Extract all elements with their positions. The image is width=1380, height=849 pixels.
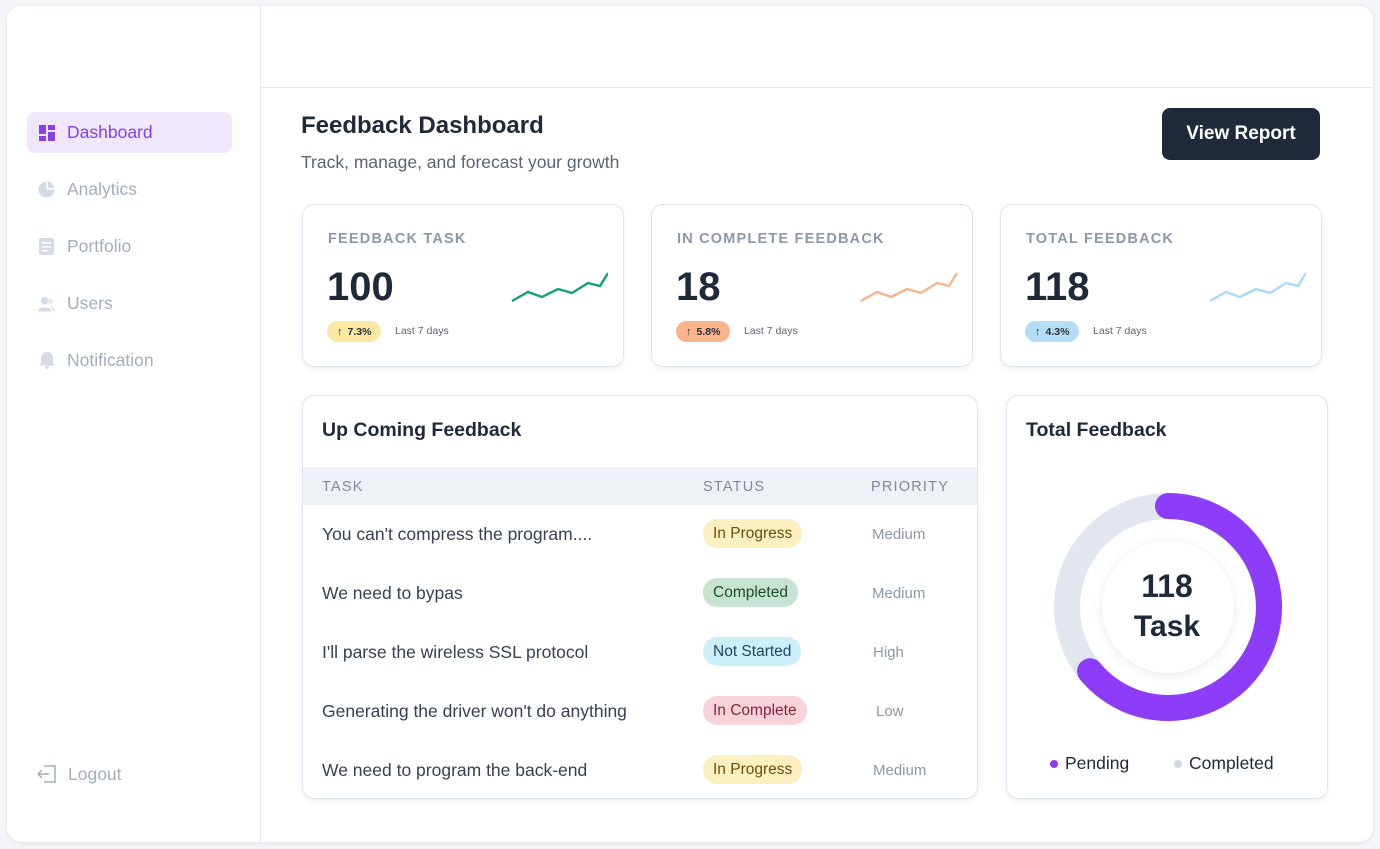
donut-chart [1054,493,1282,721]
legend-label: Pending [1065,753,1130,773]
sidebar-item-label: Analytics [67,179,138,199]
bell-icon [38,352,55,369]
task-cell: We need to bypas [322,583,463,603]
sparkline-chart [1209,272,1306,303]
sidebar-item-label: Portfolio [67,236,132,256]
sidebar-item-label: Dashboard [67,122,153,142]
page-subtitle: Track, manage, and forecast your growth [301,152,620,172]
period-label: Last 7 days [744,325,798,337]
sidebar-item-label: Notification [67,350,154,370]
status-badge: Not Started [703,637,802,666]
column-header-priority: PRIORITY [871,479,950,495]
table-row[interactable]: We need to bypas Completed Medium [303,564,977,623]
priority-cell: Medium [873,762,927,779]
card-title: Up Coming Feedback [322,419,522,441]
view-report-button[interactable]: View Report [1162,108,1320,160]
sidebar-item-dashboard[interactable]: Dashboard [27,112,232,153]
stat-label: TOTAL FEEDBACK [1026,231,1175,247]
total-feedback-card: Total Feedback 118 Task Pending Complete… [1006,395,1328,799]
top-bar [261,6,1373,88]
sparkline-chart [860,272,957,303]
stat-label: IN COMPLETE FEEDBACK [677,231,885,247]
document-icon [38,238,55,255]
change-badge: ↑ 4.3% [1025,321,1080,342]
card-title: Total Feedback [1026,419,1167,441]
table-header: TASK STATUS PRIORITY [303,467,977,505]
task-cell: I'll parse the wireless SSL protocol [322,642,589,662]
stat-label: FEEDBACK TASK [328,231,467,247]
donut-center [1102,541,1234,673]
sidebar: Dashboard Analytics Portfolio Users [7,6,261,842]
arrow-up-icon: ↑ [686,325,692,338]
dashboard-icon [38,124,55,141]
column-header-task: TASK [322,479,364,495]
change-value: 5.8% [696,325,721,338]
stat-value: 18 [676,265,721,309]
task-cell: Generating the driver won't do anything [322,701,627,721]
stat-card-total-feedback: TOTAL FEEDBACK 118 ↑ 4.3% Last 7 days [1000,204,1322,367]
donut-center-value: 118 [1141,568,1193,604]
change-value: 7.3% [347,325,372,338]
app-window: Dashboard Analytics Portfolio Users [7,6,1373,842]
sidebar-item-users[interactable]: Users [27,283,232,324]
logout-icon [37,764,57,785]
task-cell: We need to program the back-end [322,760,588,780]
users-icon [38,295,55,312]
donut-pending-arc [1054,493,1282,721]
logout-label: Logout [68,764,122,784]
stat-card-incomplete-feedback: IN COMPLETE FEEDBACK 18 ↑ 5.8% Last 7 da… [651,204,973,367]
status-badge: Completed [703,578,798,607]
page-title: Feedback Dashboard [301,112,544,139]
stat-value: 118 [1025,265,1090,309]
change-badge: ↑ 5.8% [676,321,731,342]
table-row[interactable]: Generating the driver won't do anything … [303,682,977,741]
pie-chart-icon [38,181,55,198]
sidebar-item-notification[interactable]: Notification [27,340,232,381]
table-row[interactable]: We need to program the back-end In Progr… [303,741,977,798]
change-badge: ↑ 7.3% [327,321,382,342]
legend-label: Completed [1189,753,1274,773]
sidebar-item-portfolio[interactable]: Portfolio [27,226,232,267]
status-badge: In Progress [703,519,803,548]
sidebar-item-label: Users [67,293,113,313]
legend-dot-icon [1174,759,1182,768]
priority-cell: Low [876,703,904,720]
priority-cell: High [873,644,904,661]
status-badge: In Progress [703,755,803,784]
arrow-up-icon: ↑ [1035,325,1041,338]
donut-center-label: Task [1133,610,1201,643]
sidebar-item-analytics[interactable]: Analytics [27,169,232,210]
legend-dot-icon [1050,759,1058,768]
change-value: 4.3% [1045,325,1070,338]
period-label: Last 7 days [395,325,449,337]
status-badge: In Complete [703,696,807,725]
table-row[interactable]: You can't compress the program.... In Pr… [303,505,977,564]
task-cell: You can't compress the program.... [322,524,593,544]
stat-card-feedback-task: FEEDBACK TASK 100 ↑ 7.3% Last 7 days [302,204,624,367]
column-header-status: STATUS [703,479,766,495]
priority-cell: Medium [872,585,926,602]
sidebar-nav: Dashboard Analytics Portfolio Users [27,112,232,397]
legend-item-pending: Pending [1050,753,1129,774]
stat-value: 100 [327,265,394,309]
logout-button[interactable]: Logout [37,764,122,785]
arrow-up-icon: ↑ [337,325,343,338]
table-row[interactable]: I'll parse the wireless SSL protocol Not… [303,623,977,682]
priority-cell: Medium [872,526,926,543]
sparkline-chart [511,272,608,303]
period-label: Last 7 days [1093,325,1147,337]
upcoming-feedback-card: Up Coming Feedback TASK STATUS PRIORITY … [302,395,978,799]
legend-item-completed: Completed [1174,753,1274,774]
